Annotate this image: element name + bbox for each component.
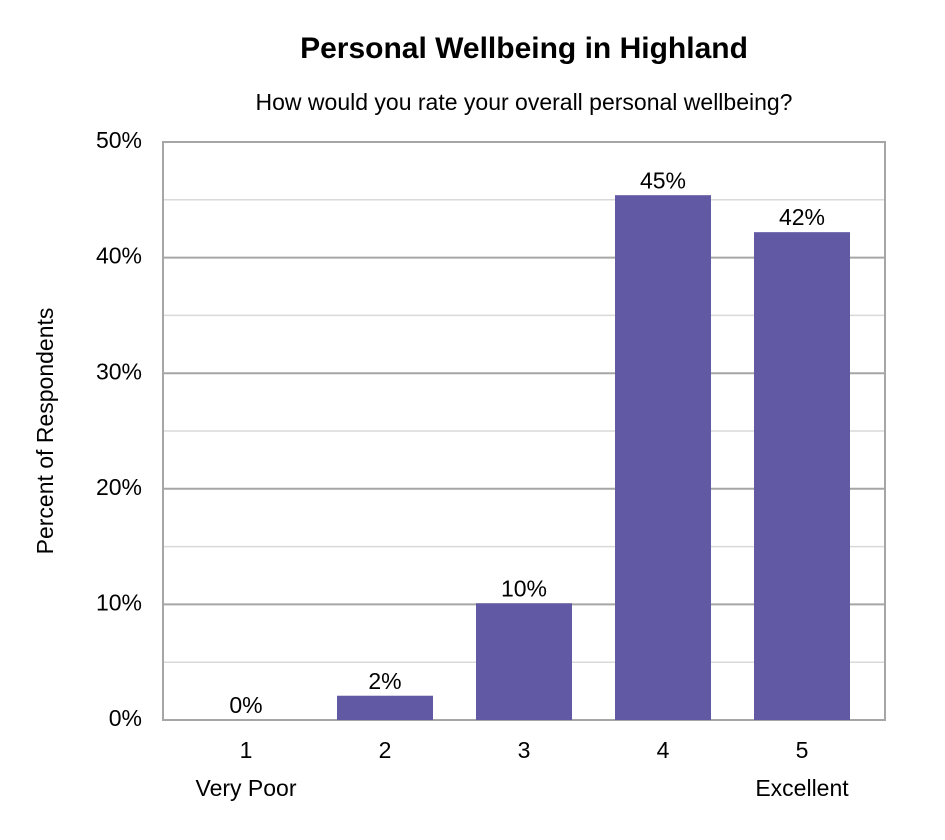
x-tick-label: 5 <box>796 737 809 763</box>
x-tick-label: 4 <box>657 737 670 763</box>
y-tick-label: 20% <box>96 474 142 500</box>
x-tick-sublabel: Very Poor <box>196 775 297 801</box>
value-label: 10% <box>501 575 547 601</box>
x-tick-sublabel: Excellent <box>755 775 849 801</box>
value-label: 45% <box>640 167 686 193</box>
bar <box>754 232 850 720</box>
x-tick-label: 1 <box>240 737 253 763</box>
y-tick-label: 0% <box>109 705 142 731</box>
y-tick-label: 40% <box>96 243 142 269</box>
bar <box>615 195 711 720</box>
bar <box>337 695 433 720</box>
value-label: 42% <box>779 204 825 230</box>
value-label: 0% <box>229 692 262 718</box>
chart-title: Personal Wellbeing in Highland <box>300 32 748 65</box>
x-tick-label: 3 <box>518 737 531 763</box>
bar <box>476 603 572 720</box>
x-tick-label: 2 <box>379 737 392 763</box>
y-tick-label: 30% <box>96 358 142 384</box>
y-axis-label: Percent of Respondents <box>32 308 58 555</box>
chart-subtitle: How would you rate your overall personal… <box>256 89 793 115</box>
y-tick-label: 50% <box>96 127 142 153</box>
y-tick-label: 10% <box>96 589 142 615</box>
value-label: 2% <box>368 668 401 694</box>
